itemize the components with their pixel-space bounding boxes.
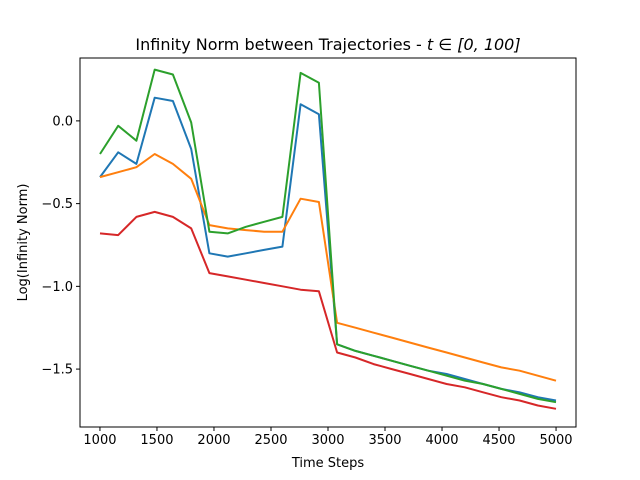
series-line-2 [99, 153, 557, 382]
y-tick-label: −0.5 [41, 197, 73, 212]
chart-title: Infinity Norm between Trajectories - t ∈… [135, 35, 520, 54]
y-axis-label: Log(Infinity Norm) [16, 184, 31, 302]
y-tick-label: −1.5 [41, 363, 73, 378]
x-tick-label: 3000 [311, 433, 344, 448]
x-tick-label: 3500 [368, 433, 401, 448]
x-tick-label: 2500 [254, 433, 287, 448]
y-tick-label: 0.0 [52, 114, 73, 129]
plot-frame [79, 57, 577, 428]
x-tick-label: 4500 [482, 433, 515, 448]
series-line-3 [99, 68, 557, 404]
chart-title-math: t ∈ [0, 100] [427, 35, 521, 54]
x-axis-label: Time Steps [291, 456, 365, 471]
y-axis-ticks: 0.0 −0.5 −1.0 −1.5 [41, 114, 80, 378]
y-tick-label: −1.0 [41, 280, 73, 295]
x-axis-ticks: 1000 1500 2000 2500 3000 3500 4000 4500 5000 [83, 427, 573, 448]
series-line-4 [99, 210, 557, 410]
x-tick-label: 2000 [197, 433, 230, 448]
x-tick-label: 4000 [425, 433, 458, 448]
x-tick-label: 1500 [140, 433, 173, 448]
series-lines [99, 68, 557, 410]
x-tick-label: 1000 [83, 433, 116, 448]
chart-title-text: Infinity Norm between Trajectories - [135, 35, 426, 54]
x-tick-label: 5000 [539, 433, 572, 448]
